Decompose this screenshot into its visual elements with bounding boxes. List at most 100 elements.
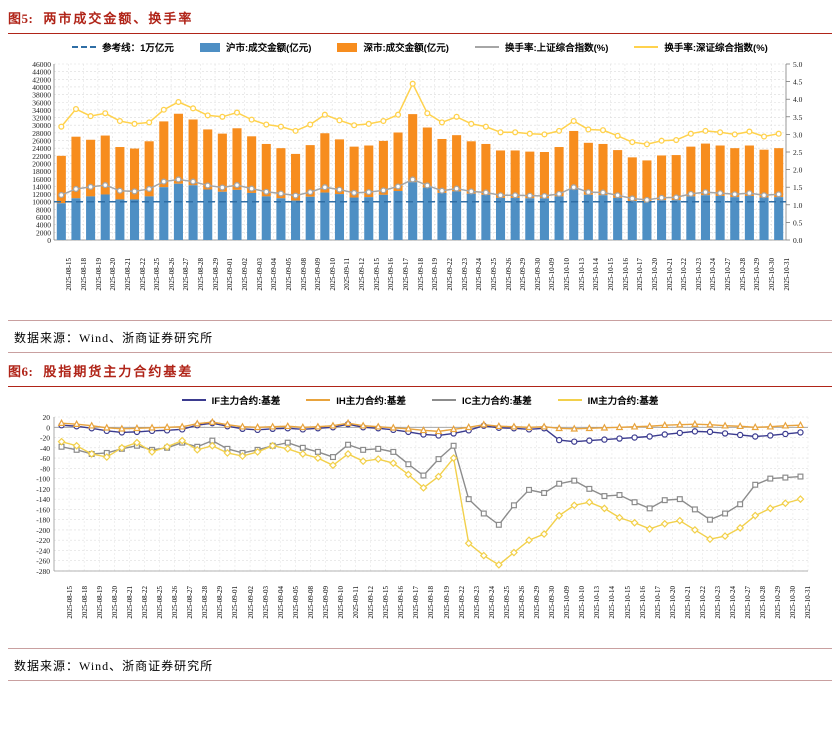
- svg-text:20: 20: [43, 413, 51, 422]
- figure6-plot: -280 -260 -240 -220 -200 -180 -160 -140 -120 -100…: [8, 411, 832, 586]
- stacked-bar: [613, 150, 623, 240]
- svg-text:1.5: 1.5: [793, 183, 803, 192]
- stacked-bar: [554, 147, 564, 240]
- svg-text:5.0: 5.0: [793, 60, 803, 69]
- stacked-bar: [291, 153, 301, 240]
- svg-text:14000: 14000: [32, 182, 51, 191]
- stacked-bar: [715, 145, 725, 240]
- x-tick-label: 2025-09-30: [548, 586, 557, 619]
- legend-item-reference-line[interactable]: 参考线：1万亿元: [72, 40, 174, 54]
- svg-text:0: 0: [46, 423, 50, 432]
- figure6-source-rule: [8, 648, 832, 649]
- x-tick-label: 2025-09-19: [442, 586, 451, 619]
- x-tick-label: 2025-09-26: [504, 258, 513, 291]
- figure5-header: 图5: 两市成交金额、换手率: [0, 0, 840, 31]
- legend-swatch-turnover-sh: [474, 46, 499, 48]
- x-tick-label: 2025-08-19: [95, 586, 104, 619]
- x-tick-label: 2025-09-18: [416, 258, 425, 291]
- x-tick-label: 2025-09-25: [489, 258, 498, 291]
- svg-text:20000: 20000: [32, 159, 51, 168]
- svg-text:24000: 24000: [32, 144, 51, 153]
- svg-text:-200: -200: [36, 526, 50, 535]
- x-tick-label: 2025-09-19: [431, 258, 440, 291]
- x-tick-label: 2025-10-27: [744, 586, 753, 619]
- x-tick-label: 2025-10-31: [782, 258, 791, 291]
- svg-text:3.5: 3.5: [793, 113, 803, 122]
- svg-text:8000: 8000: [36, 205, 51, 214]
- figure6-source: 数据来源：Wind、浙商证券研究所: [14, 659, 214, 673]
- x-tick-label: 2025-09-15: [372, 258, 381, 291]
- x-tick-label: 2025-10-27: [724, 258, 733, 291]
- stacked-bar: [247, 136, 257, 240]
- svg-text:12000: 12000: [32, 190, 51, 199]
- legend-swatch-turnover-sz: [634, 46, 659, 48]
- svg-text:18000: 18000: [32, 167, 51, 176]
- x-tick-label: 2025-08-20: [110, 586, 119, 619]
- svg-text:-140: -140: [36, 495, 50, 504]
- svg-text:2000: 2000: [36, 228, 51, 237]
- x-tick-label: 2025-10-20: [650, 258, 659, 291]
- legend-swatch-ic-basis: [431, 399, 456, 401]
- x-tick-label: 2025-10-17: [636, 258, 645, 291]
- legend-item-if-basis[interactable]: IF主力合约:基差: [181, 393, 280, 407]
- x-tick-label: 2025-08-26: [171, 586, 180, 619]
- legend-item-sh-amount[interactable]: 沪市:成交金额(亿元): [199, 40, 311, 54]
- x-tick-label: 2025-08-19: [94, 258, 103, 291]
- x-tick-label: 2025-10-15: [623, 586, 632, 619]
- stacked-bar: [466, 141, 476, 240]
- figure5-chart: 参考线：1万亿元 沪市:成交金额(亿元) 深市:成交金额(亿元) 换手率:上证综合指数…: [8, 34, 832, 320]
- legend-swatch-reference-line: [72, 46, 97, 48]
- x-tick-label: 2025-08-18: [79, 258, 88, 291]
- x-tick-label: 2025-09-02: [246, 586, 255, 619]
- svg-text:4.5: 4.5: [793, 78, 803, 87]
- x-tick-label: 2025-10-13: [577, 258, 586, 291]
- figure5-source-rule-bottom: [8, 352, 832, 353]
- stacked-bar: [86, 139, 96, 240]
- figure6-title: 股指期货主力合约基差: [43, 364, 194, 379]
- stacked-bar: [320, 133, 330, 240]
- legend-label: 换手率:深证综合指数(%): [664, 43, 768, 54]
- x-tick-label: 2025-09-24: [487, 586, 496, 619]
- stacked-bar: [437, 138, 447, 240]
- stacked-bar: [408, 114, 418, 240]
- stacked-bar: [525, 151, 535, 240]
- x-tick-label: 2025-10-10: [578, 586, 587, 619]
- stacked-bar: [378, 140, 388, 240]
- figure5-title: 两市成交金额、换手率: [43, 11, 194, 26]
- x-tick-label: 2025-09-17: [412, 586, 421, 619]
- legend-item-turnover-sh[interactable]: 换手率:上证综合指数(%): [474, 40, 608, 54]
- x-tick-label: 2025-09-10: [336, 586, 345, 619]
- x-tick-label: 2025-09-29: [519, 258, 528, 291]
- svg-text:10000: 10000: [32, 198, 51, 207]
- x-tick-label: 2025-09-18: [427, 586, 436, 619]
- legend-item-ih-basis[interactable]: IH主力合约:基差: [306, 393, 406, 407]
- legend-item-ic-basis[interactable]: IC主力合约:基差: [431, 393, 532, 407]
- legend-item-sz-amount[interactable]: 深市:成交金额(亿元): [337, 40, 449, 54]
- stacked-bar: [642, 160, 652, 240]
- figure6-chart: IF主力合约:基差 IH主力合约:基差 IC主力合约:基差 IM主力合约:基差 -28…: [8, 387, 832, 648]
- x-tick-label: 2025-10-24: [729, 586, 738, 619]
- x-tick-label: 2025-10-09: [563, 586, 572, 619]
- stacked-bar: [100, 135, 110, 240]
- x-tick-label: 2025-08-25: [153, 258, 162, 291]
- legend-item-turnover-sz[interactable]: 换手率:深证综合指数(%): [634, 40, 768, 54]
- x-tick-label: 2025-08-27: [182, 258, 191, 291]
- x-tick-label: 2025-10-28: [759, 586, 768, 619]
- svg-text:0.0: 0.0: [793, 236, 803, 245]
- x-tick-label: 2025-10-09: [548, 258, 557, 291]
- stacked-bar: [774, 148, 784, 240]
- legend-swatch-sz-amount: [337, 42, 358, 52]
- x-tick-label: 2025-10-24: [709, 258, 718, 291]
- x-tick-label: 2025-09-23: [472, 586, 481, 619]
- x-tick-label: 2025-10-22: [698, 586, 707, 619]
- svg-text:40000: 40000: [32, 83, 51, 92]
- x-tick-label: 2025-09-11: [343, 258, 352, 291]
- legend-item-im-basis[interactable]: IM主力合约:基差: [557, 393, 659, 407]
- stacked-bar: [261, 143, 271, 240]
- line-series: [61, 421, 801, 433]
- figure5-rule: [8, 33, 832, 34]
- x-tick-label: 2025-09-05: [291, 586, 300, 619]
- legend-label: IM主力合约:基差: [587, 396, 659, 407]
- svg-text:44000: 44000: [32, 68, 51, 77]
